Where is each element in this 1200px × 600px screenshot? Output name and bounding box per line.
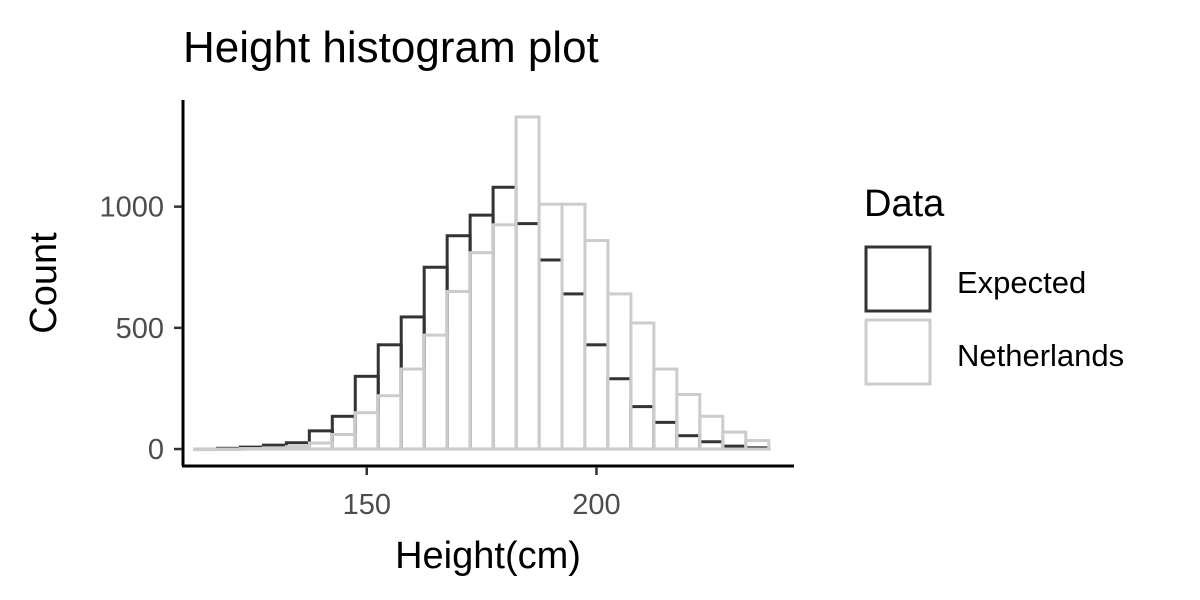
- bar-expected-160: [399, 315, 426, 451]
- y-tick-label-1000: 1000: [99, 192, 164, 224]
- bar-expected-210: [629, 405, 656, 451]
- bar-netherlands-210: [629, 321, 656, 451]
- y-tick-label-500: 500: [116, 313, 164, 345]
- bar-netherlands-205: [606, 292, 633, 451]
- bar-netherlands-235: [744, 439, 771, 451]
- bar-expected-200: [583, 343, 610, 451]
- legend-title: Data: [864, 183, 945, 225]
- bar-expected-195: [560, 292, 587, 451]
- bar-netherlands-190: [537, 202, 564, 451]
- bar-netherlands-130: [261, 446, 288, 451]
- bar-netherlands-220: [675, 392, 702, 451]
- histogram-bars: [192, 115, 771, 452]
- chart-title: Height histogram plot: [183, 23, 599, 72]
- bar-expected-205: [606, 377, 633, 451]
- bar-netherlands-175: [468, 251, 495, 451]
- bar-netherlands-120: [215, 447, 242, 452]
- bar-expected-170: [445, 234, 472, 451]
- x-axis-title: Height(cm): [395, 535, 581, 577]
- bar-expected-175: [468, 213, 495, 451]
- bar-netherlands-140: [307, 441, 334, 451]
- legend-key-expected: [864, 245, 932, 313]
- bar-expected-190: [537, 258, 564, 451]
- bar-netherlands-125: [238, 447, 265, 451]
- y-axis-ticks: 0 500 1000: [99, 192, 182, 466]
- bar-netherlands-185: [514, 115, 541, 451]
- x-tick-label-150: 150: [343, 489, 391, 521]
- x-axis-ticks: 150 200: [343, 467, 621, 521]
- y-axis-title: Count: [23, 232, 65, 334]
- legend: Data Expected Netherlands: [864, 183, 1124, 386]
- bar-expected-145: [330, 414, 357, 451]
- bar-netherlands-150: [353, 411, 380, 451]
- bar-netherlands-225: [698, 414, 725, 451]
- bar-netherlands-170: [445, 289, 472, 451]
- bar-netherlands-215: [652, 367, 679, 451]
- bar-netherlands-145: [330, 432, 357, 451]
- bar-expected-165: [422, 265, 449, 451]
- legend-label-expected: Expected: [957, 265, 1086, 300]
- bar-netherlands-115: [192, 447, 219, 452]
- bar-expected-185: [514, 222, 541, 451]
- legend-label-netherlands: Netherlands: [957, 338, 1124, 373]
- bar-netherlands-195: [560, 202, 587, 451]
- bar-netherlands-180: [491, 223, 518, 451]
- bar-expected-220: [675, 434, 702, 451]
- bar-netherlands-165: [422, 333, 449, 451]
- legend-key-netherlands: [864, 318, 932, 386]
- bar-netherlands-155: [376, 394, 403, 451]
- bar-expected-215: [652, 420, 679, 451]
- x-tick-label-200: 200: [572, 489, 620, 521]
- bar-expected-180: [491, 185, 518, 451]
- y-tick-label-0: 0: [148, 434, 164, 466]
- bar-netherlands-160: [399, 367, 426, 451]
- bar-expected-140: [307, 429, 334, 451]
- plot-area: 150 200 0 500 1000: [99, 100, 794, 521]
- bar-netherlands-135: [284, 445, 311, 451]
